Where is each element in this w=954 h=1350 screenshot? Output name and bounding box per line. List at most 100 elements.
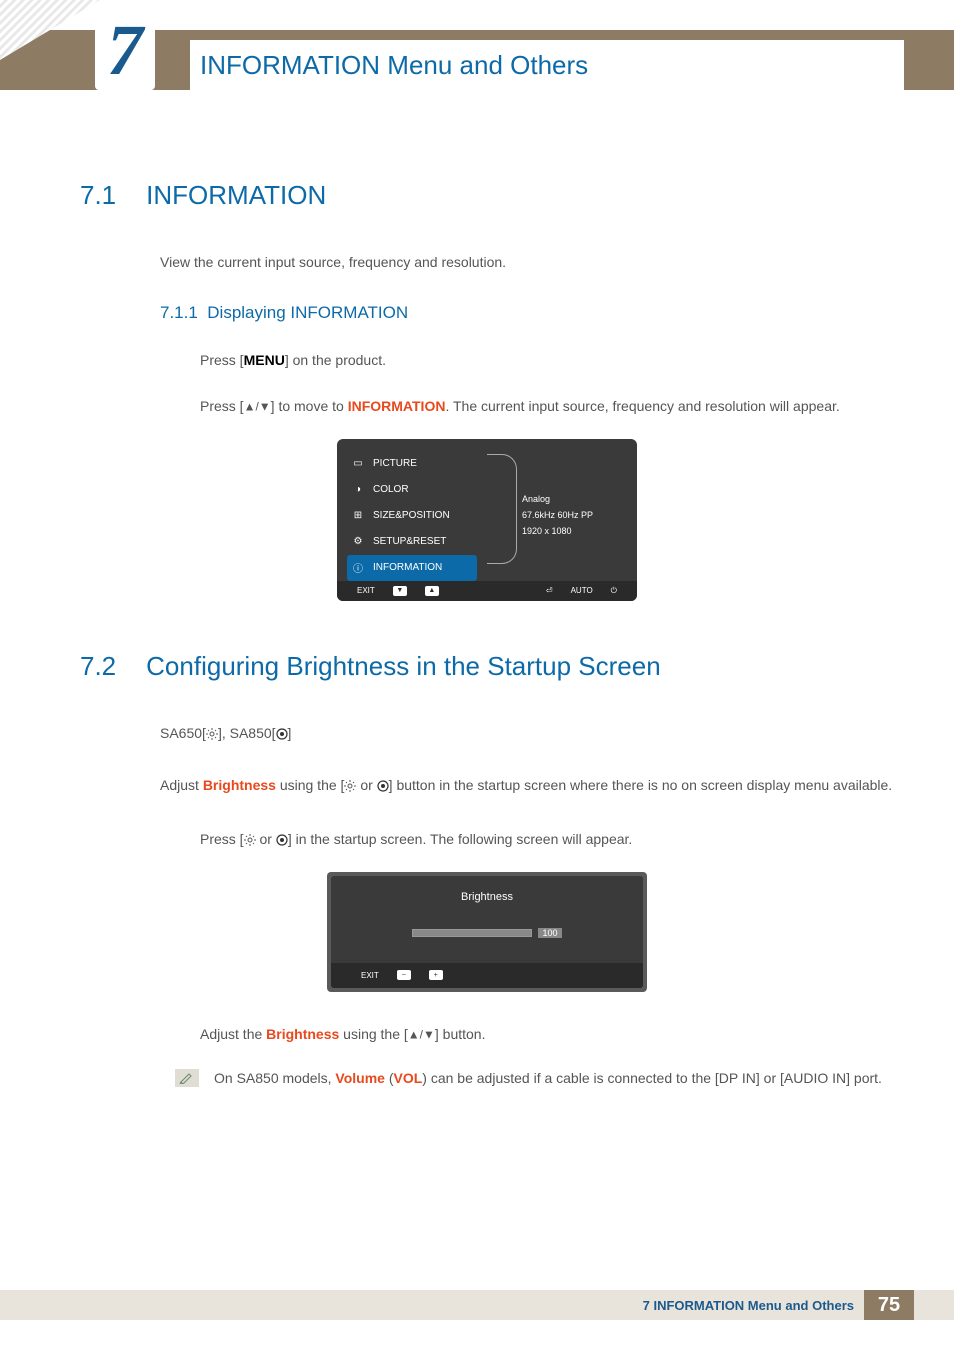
osd-information-screenshot: ▭ PICTURE ◑ COLOR ⊞ SIZE&POSITION ⚙ SETU… [337, 439, 637, 601]
osd-item-picture: ▭ PICTURE [347, 451, 477, 477]
down-button-icon: ▼ [393, 586, 407, 596]
osd-item-color: ◑ COLOR [347, 477, 477, 503]
text: Adjust [160, 777, 203, 793]
subsection-7-1-1-heading: 7.1.1 Displaying INFORMATION [160, 303, 894, 323]
footer: 7 INFORMATION Menu and Others 75 [0, 1290, 954, 1320]
chapter-tab: 7 [95, 10, 155, 90]
osd-item-size-position: ⊞ SIZE&POSITION [347, 503, 477, 529]
pencil-icon [179, 1072, 195, 1084]
plus-button-icon: + [429, 970, 443, 980]
osd-info-panel: Analog 67.6kHz 60Hz PP 1920 x 1080 [522, 491, 622, 540]
up-down-arrows-icon: ▲/▼ [408, 1027, 435, 1041]
record-icon [377, 780, 389, 792]
gear-icon: ⚙ [351, 535, 365, 549]
osd-bottom-bar: EXIT ▼ ▲ ⏎ AUTO ⏻ [337, 581, 637, 601]
menu-label: MENU [244, 352, 285, 368]
text: ] to move to [271, 398, 348, 414]
record-icon [276, 834, 288, 846]
color-icon: ◑ [351, 483, 365, 497]
section-7-2-p1: Adjust Brightness using the [ or ] butto… [160, 774, 894, 796]
section-number: 7.2 [80, 651, 116, 682]
power-icon: ⏻ [611, 586, 617, 596]
section-number: 7.1 [80, 180, 116, 211]
osd-item-label: COLOR [373, 484, 409, 495]
record-icon [276, 728, 288, 740]
info-frequency: 67.6kHz 60Hz PP [522, 507, 622, 523]
osd-brightness-screenshot: Brightness 100 EXIT − + [327, 872, 647, 992]
chapter-title: INFORMATION Menu and Others [190, 40, 904, 90]
section-7-1-intro: View the current input source, frequency… [160, 251, 894, 273]
info-icon: ⓘ [351, 561, 365, 575]
sun-icon [344, 780, 356, 792]
up-down-arrows-icon: ▲/▼ [244, 399, 271, 413]
section-7-2-heading: 7.2 Configuring Brightness in the Startu… [80, 651, 894, 682]
text: using the [ [339, 1026, 408, 1042]
text: ] [288, 725, 292, 741]
text: ( [385, 1070, 394, 1086]
instruction-step-2: Press [▲/▼] to move to INFORMATION. The … [200, 394, 894, 419]
text: ) can be adjusted if a cable is connecte… [422, 1070, 882, 1086]
text: Press [ [200, 398, 244, 414]
model-list: SA650[ ], SA850[] [160, 722, 894, 744]
osd-item-label: INFORMATION [373, 562, 442, 573]
picture-icon: ▭ [351, 457, 365, 471]
content: 7.1 INFORMATION View the current input s… [80, 180, 894, 1089]
note-icon [175, 1069, 199, 1087]
text: On SA850 models, [214, 1070, 335, 1086]
osd-item-label: SETUP&RESET [373, 536, 446, 547]
enter-icon: ⏎ [546, 586, 553, 595]
bracket-decoration [487, 454, 517, 564]
highlight-brightness: Brightness [203, 777, 276, 793]
adjust-brightness-line: Adjust the Brightness using the [▲/▼] bu… [200, 1022, 894, 1047]
text: ] on the product. [285, 352, 386, 368]
chapter-number: 7 [107, 14, 143, 86]
exit-label: EXIT [357, 586, 375, 595]
highlight-information: INFORMATION [348, 398, 446, 414]
text: ] button. [435, 1026, 486, 1042]
highlight-vol: VOL [394, 1070, 423, 1086]
page: 7 INFORMATION Menu and Others 7.1 INFORM… [0, 0, 954, 1350]
up-button-icon: ▲ [425, 586, 439, 596]
info-source: Analog [522, 491, 622, 507]
text: or [356, 777, 376, 793]
osd-item-setup-reset: ⚙ SETUP&RESET [347, 529, 477, 555]
text: ] button in the startup screen where the… [389, 777, 893, 793]
osd-item-label: PICTURE [373, 458, 417, 469]
osd-menu-list: ▭ PICTURE ◑ COLOR ⊞ SIZE&POSITION ⚙ SETU… [337, 451, 477, 581]
brightness-value: 100 [538, 928, 561, 938]
subsection-title: Displaying INFORMATION [207, 303, 408, 322]
brightness-bar [412, 929, 532, 937]
text: . The current input source, frequency an… [445, 398, 839, 414]
subsection-number: 7.1.1 [160, 303, 198, 322]
text: using the [ [276, 777, 345, 793]
section-7-1-heading: 7.1 INFORMATION [80, 180, 894, 211]
text: Press [ [200, 831, 244, 847]
osd-item-information: ⓘ INFORMATION [347, 555, 477, 581]
section-title: Configuring Brightness in the Startup Sc… [146, 651, 661, 682]
brightness-bar-row: 100 [331, 928, 643, 938]
auto-label: AUTO [571, 586, 593, 595]
text: ], SA850[ [218, 725, 276, 741]
osd-brightness-title: Brightness [331, 891, 643, 903]
text: SA650[ [160, 725, 206, 741]
osd-brightness-inner: Brightness 100 EXIT − + [331, 876, 643, 988]
note-text: On SA850 models, Volume (VOL) can be adj… [214, 1067, 882, 1089]
highlight-brightness: Brightness [266, 1026, 339, 1042]
osd-item-label: SIZE&POSITION [373, 510, 450, 521]
sun-icon [244, 834, 256, 846]
sun-icon [206, 728, 218, 740]
instruction-step-1: Press [MENU] on the product. [200, 348, 894, 373]
footer-page-number: 75 [864, 1290, 914, 1320]
note-row: On SA850 models, Volume (VOL) can be adj… [175, 1067, 894, 1089]
highlight-volume: Volume [335, 1070, 385, 1086]
footer-chapter-label: 7 INFORMATION Menu and Others [643, 1298, 854, 1313]
exit-label: EXIT [361, 971, 379, 980]
text: Adjust the [200, 1026, 266, 1042]
size-position-icon: ⊞ [351, 509, 365, 523]
section-7-2-step: Press [ or ] in the startup screen. The … [200, 827, 894, 852]
text: ] in the startup screen. The following s… [288, 831, 632, 847]
section-title: INFORMATION [146, 180, 326, 211]
minus-button-icon: − [397, 970, 411, 980]
osd-brightness-bottom-bar: EXIT − + [331, 963, 643, 988]
text: or [256, 831, 276, 847]
